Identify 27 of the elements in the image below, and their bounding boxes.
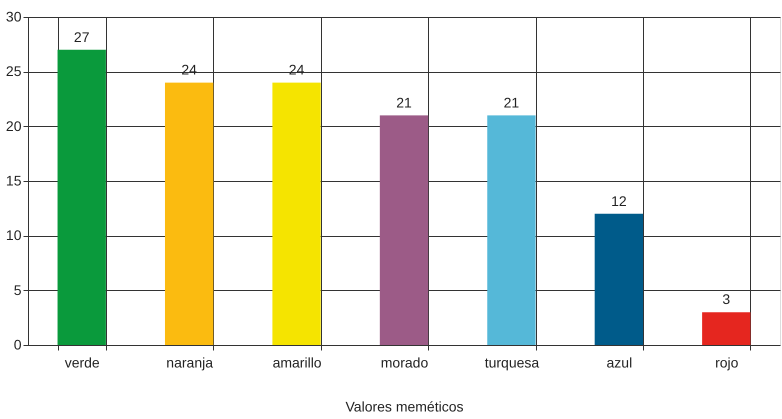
x-tick-label: turquesa <box>484 354 540 370</box>
y-tick-label: 0 <box>14 336 22 352</box>
data-label: 3 <box>722 291 730 308</box>
data-label: 27 <box>74 28 90 45</box>
x-tick-label: morado <box>380 354 428 370</box>
data-label: 21 <box>396 94 412 110</box>
bar <box>380 115 428 345</box>
data-label: 12 <box>611 192 627 209</box>
x-axis-title: Valores meméticos <box>345 398 464 414</box>
y-tick-label: 20 <box>6 118 22 134</box>
x-tick-label: amarillo <box>272 354 322 370</box>
bar <box>702 312 750 345</box>
y-tick-label: 5 <box>14 282 22 298</box>
y-tick-label: 25 <box>6 63 22 80</box>
data-label: 21 <box>504 94 520 110</box>
x-tick-label: rojo <box>715 354 739 370</box>
bar <box>594 214 644 345</box>
bar <box>164 82 214 345</box>
y-tick-label: 10 <box>6 227 22 244</box>
y-tick-label: 30 <box>6 8 22 24</box>
bar <box>272 82 321 345</box>
x-tick-label: azul <box>606 354 632 370</box>
x-tick-label: verde <box>64 354 100 370</box>
bar <box>58 50 106 345</box>
y-tick-label: 15 <box>6 172 22 188</box>
bar <box>487 115 536 345</box>
x-tick-label: naranja <box>166 354 214 370</box>
